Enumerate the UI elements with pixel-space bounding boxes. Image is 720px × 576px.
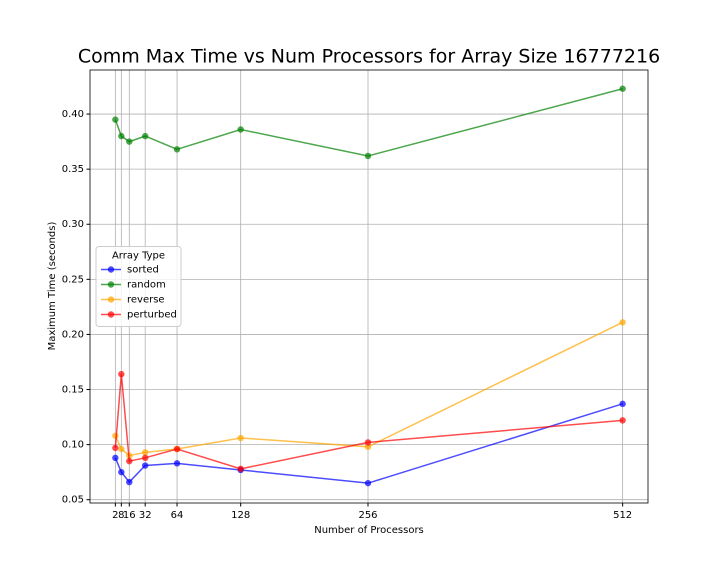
- x-tick-label: 512: [613, 510, 632, 521]
- plot-frame: [89, 69, 649, 504]
- data-point: [112, 444, 119, 452]
- data-point: [619, 85, 626, 92]
- data-point: [118, 468, 125, 476]
- y-axis-label: Maximum Time (seconds): [47, 222, 58, 351]
- data-point: [118, 445, 125, 453]
- data-point: [364, 443, 372, 451]
- legend-box: [95, 246, 182, 327]
- data-point: [619, 417, 626, 424]
- y-tick-label: 0.20: [62, 329, 84, 340]
- legend-marker: [107, 281, 115, 288]
- legend-title: Array Type: [112, 251, 165, 262]
- data-point: [112, 432, 119, 439]
- legend-marker: [107, 311, 115, 318]
- series-line: [114, 374, 623, 470]
- legend-label: random: [127, 280, 166, 291]
- x-tick-label: 64: [171, 510, 184, 521]
- data-point: [364, 152, 372, 160]
- data-point: [237, 434, 244, 442]
- data-point: [112, 454, 119, 462]
- x-tick-label: 256: [358, 510, 377, 521]
- y-tick-label: 0.30: [62, 219, 84, 230]
- x-tick-label: 128: [231, 510, 250, 521]
- data-point: [364, 479, 372, 487]
- series-line: [114, 88, 623, 157]
- x-tick-label: 32: [139, 510, 152, 521]
- legend-label: sorted: [127, 265, 159, 276]
- y-tick-label: 0.35: [62, 164, 84, 175]
- x-axis-label: Number of Processors: [314, 525, 424, 536]
- data-point: [173, 445, 181, 453]
- data-point: [142, 454, 149, 462]
- data-point: [619, 400, 626, 408]
- data-point: [173, 146, 181, 153]
- data-point: [237, 126, 244, 133]
- data-point: [619, 319, 626, 326]
- data-point: [173, 460, 181, 467]
- y-tick-label: 0.05: [62, 495, 84, 506]
- data-point: [126, 478, 133, 486]
- x-tick-label: 8: [118, 510, 124, 521]
- chart-title: Comm Max Time vs Num Processors for Arra…: [78, 46, 660, 68]
- legend-marker: [107, 266, 115, 273]
- data-point: [142, 132, 149, 140]
- data-point: [118, 370, 125, 378]
- y-tick-label: 0.10: [62, 440, 84, 451]
- x-tick-label: 2: [112, 510, 118, 521]
- data-point: [112, 116, 119, 123]
- data-point: [364, 439, 372, 446]
- legend-label: reverse: [127, 295, 165, 306]
- y-tick-label: 0.15: [62, 385, 84, 396]
- legend-label: perturbed: [127, 310, 177, 321]
- y-tick-label: 0.40: [62, 109, 84, 120]
- x-tick-label: 16: [123, 510, 136, 521]
- data-point: [142, 449, 149, 456]
- data-point: [237, 465, 244, 473]
- legend-marker: [107, 296, 115, 303]
- data-point: [142, 462, 149, 469]
- y-tick-label: 0.25: [62, 274, 84, 285]
- data-point: [118, 132, 125, 140]
- data-point: [126, 138, 133, 145]
- data-point: [126, 457, 133, 465]
- series-line: [114, 321, 623, 457]
